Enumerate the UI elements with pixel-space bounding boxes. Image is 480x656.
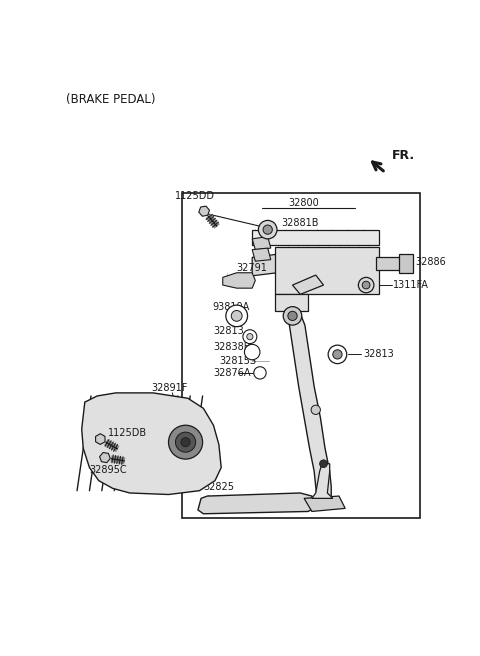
- Circle shape: [244, 344, 260, 359]
- Circle shape: [254, 367, 266, 379]
- Polygon shape: [82, 393, 221, 495]
- Circle shape: [283, 306, 302, 325]
- Text: 32891F: 32891F: [152, 383, 188, 393]
- Circle shape: [288, 311, 297, 321]
- Circle shape: [359, 277, 374, 293]
- Polygon shape: [399, 255, 413, 273]
- Text: 32813: 32813: [214, 326, 244, 337]
- Circle shape: [258, 220, 277, 239]
- Polygon shape: [252, 237, 271, 250]
- Polygon shape: [376, 257, 405, 270]
- Polygon shape: [285, 314, 331, 499]
- Text: 32800: 32800: [288, 199, 319, 209]
- Circle shape: [320, 460, 327, 468]
- Polygon shape: [223, 273, 255, 288]
- Polygon shape: [276, 247, 379, 295]
- Circle shape: [311, 405, 321, 415]
- Polygon shape: [100, 453, 110, 462]
- Text: FR.: FR.: [392, 149, 415, 162]
- Bar: [182, 193, 420, 518]
- Circle shape: [247, 334, 253, 340]
- Text: 32895C: 32895C: [89, 465, 127, 475]
- Polygon shape: [252, 255, 277, 276]
- Text: 32825: 32825: [204, 482, 234, 492]
- Circle shape: [168, 425, 203, 459]
- Circle shape: [243, 330, 257, 344]
- Polygon shape: [252, 230, 379, 245]
- Text: 32886: 32886: [415, 257, 446, 267]
- Text: 32815S: 32815S: [220, 356, 257, 366]
- Text: 32881B: 32881B: [281, 218, 318, 228]
- Polygon shape: [96, 434, 105, 445]
- Text: 32838B: 32838B: [214, 342, 251, 352]
- Text: 32813: 32813: [364, 350, 395, 359]
- Circle shape: [328, 345, 347, 363]
- Text: (BRAKE PEDAL): (BRAKE PEDAL): [66, 92, 156, 106]
- Polygon shape: [304, 496, 345, 512]
- Circle shape: [263, 225, 272, 234]
- Circle shape: [333, 350, 342, 359]
- Polygon shape: [198, 493, 314, 514]
- Polygon shape: [276, 295, 308, 311]
- Polygon shape: [199, 206, 209, 216]
- Circle shape: [181, 438, 190, 447]
- Text: 32791: 32791: [237, 263, 267, 273]
- Polygon shape: [312, 464, 333, 499]
- Text: 32876A: 32876A: [214, 368, 251, 378]
- Text: 93810A: 93810A: [212, 302, 249, 312]
- Polygon shape: [252, 248, 271, 261]
- Text: 1311FA: 1311FA: [393, 280, 429, 290]
- Circle shape: [231, 310, 242, 321]
- Circle shape: [226, 305, 248, 327]
- Circle shape: [176, 432, 196, 452]
- Text: 1125DD: 1125DD: [175, 191, 215, 201]
- Circle shape: [362, 281, 370, 289]
- Text: 1125DB: 1125DB: [108, 428, 147, 438]
- Polygon shape: [292, 275, 324, 295]
